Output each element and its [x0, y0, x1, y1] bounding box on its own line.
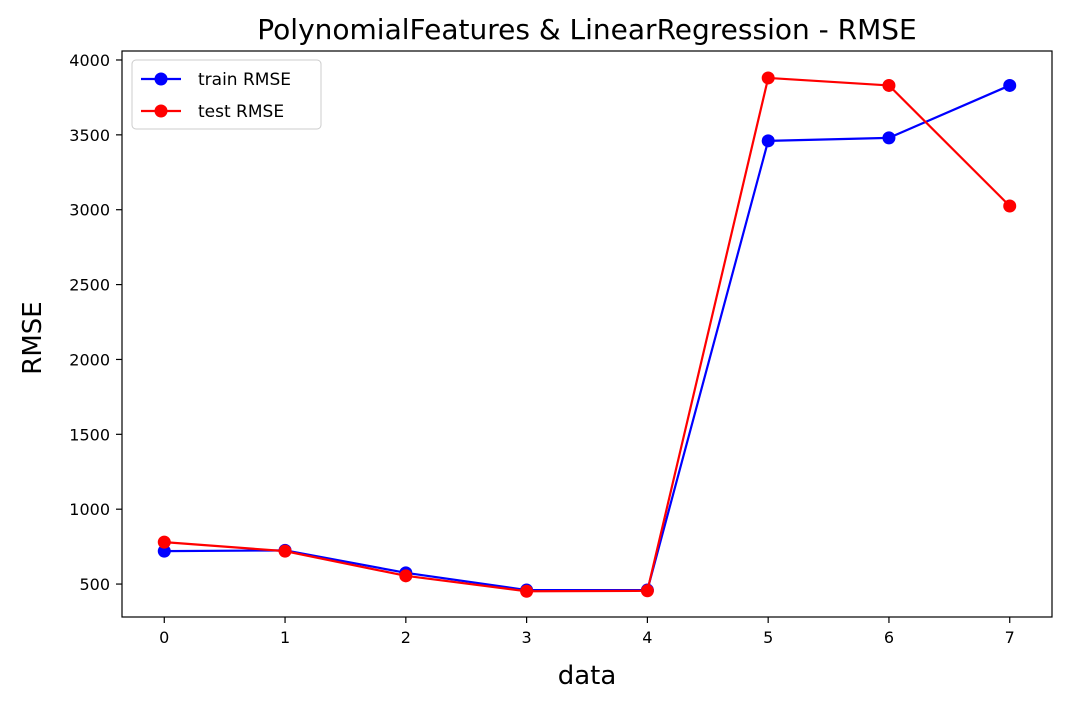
legend-label-1: test RMSE	[198, 102, 284, 122]
data-point-series-0-5	[761, 134, 775, 148]
y-tick-label: 2500	[69, 276, 110, 295]
y-tick-label: 4000	[69, 51, 110, 70]
data-point-series-0-0	[157, 544, 171, 558]
data-point-series-1-3	[520, 584, 534, 598]
y-tick-label: 3500	[69, 126, 110, 145]
data-point-series-1-7	[1003, 199, 1017, 213]
legend-marker-0	[154, 72, 168, 86]
data-point-series-1-0	[157, 535, 171, 549]
axes-frame	[121, 50, 1053, 618]
y-axis-title: RMSE	[18, 301, 48, 374]
y-tick-label: 1000	[69, 500, 110, 519]
data-point-series-1-5	[761, 71, 775, 85]
legend-marker-1	[154, 104, 168, 118]
legend-label-0: train RMSE	[198, 70, 291, 90]
x-tick-label: 4	[642, 628, 652, 647]
y-tick-label: 500	[79, 575, 110, 594]
x-tick-label: 0	[159, 628, 169, 647]
x-tick-label: 2	[401, 628, 411, 647]
x-tick-label: 7	[1005, 628, 1015, 647]
data-point-series-0-6	[882, 131, 896, 145]
x-tick-label: 3	[522, 628, 532, 647]
legend: train RMSE test RMSE	[131, 59, 322, 130]
y-tick-label: 3000	[69, 201, 110, 220]
chart-title: PolynomialFeatures & LinearRegression - …	[257, 13, 916, 46]
x-tick-label: 5	[763, 628, 773, 647]
x-tick-label: 6	[884, 628, 894, 647]
data-point-series-1-6	[882, 78, 896, 92]
data-point-series-1-2	[399, 569, 413, 583]
y-tick-label: 1500	[69, 425, 110, 444]
data-point-series-0-7	[1003, 78, 1017, 92]
series-line-1	[164, 76, 1011, 593]
data-point-series-1-1	[278, 544, 292, 558]
x-tick-label: 1	[280, 628, 290, 647]
plot-area: 0 1 2 3 4 5 6 7 500 1000 1500 2000 2500 3000 3500 4000	[69, 50, 1053, 647]
x-axis-title: data	[558, 661, 617, 691]
data-point-series-1-4	[640, 584, 654, 598]
y-tick-label: 2000	[69, 350, 110, 369]
